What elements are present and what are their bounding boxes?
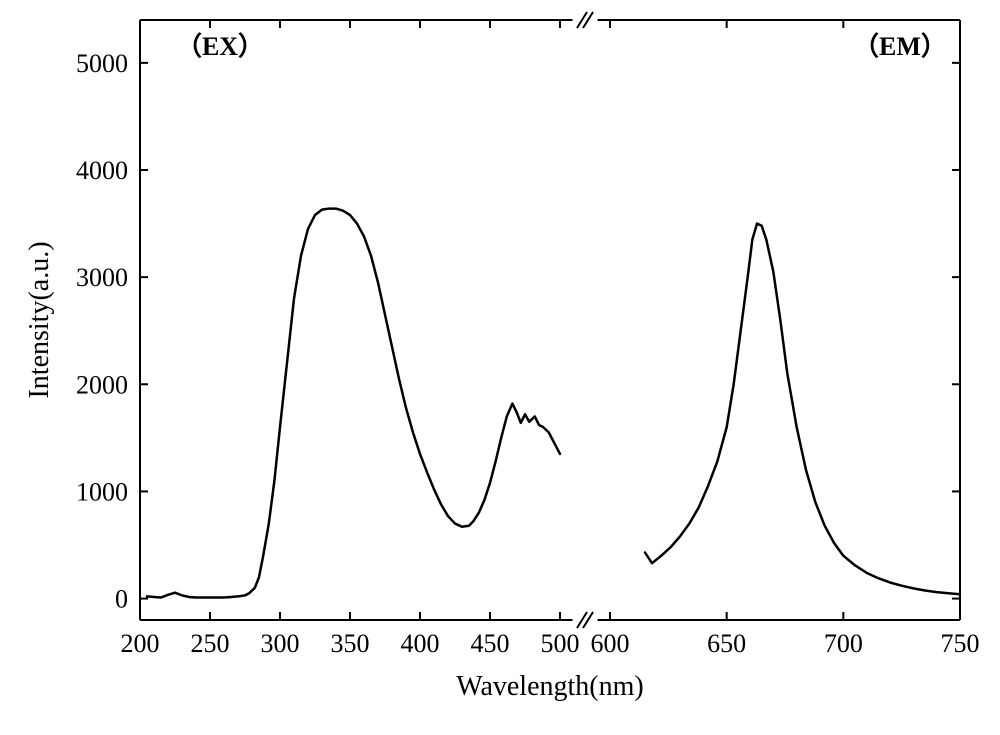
svg-text:350: 350 xyxy=(331,629,370,658)
svg-text:250: 250 xyxy=(191,629,230,658)
spectrum-chart: 200 250 300 350 400 450 500 600 650 700 750 0 1000 20… xyxy=(0,0,1000,735)
svg-text:600: 600 xyxy=(591,629,630,658)
svg-text:4000: 4000 xyxy=(76,156,128,185)
svg-text:1000: 1000 xyxy=(76,477,128,506)
svg-text:650: 650 xyxy=(707,629,746,658)
svg-text:750: 750 xyxy=(941,629,980,658)
svg-text:700: 700 xyxy=(824,629,863,658)
svg-text:5000: 5000 xyxy=(76,49,128,78)
chart-svg: 200 250 300 350 400 450 500 600 650 700 750 0 1000 20… xyxy=(0,0,1000,735)
svg-text:2000: 2000 xyxy=(76,370,128,399)
svg-text:300: 300 xyxy=(261,629,300,658)
svg-text:0: 0 xyxy=(115,585,128,614)
svg-text:500: 500 xyxy=(541,629,580,658)
svg-text:3000: 3000 xyxy=(76,263,128,292)
svg-text:（EM）: （EM） xyxy=(853,32,947,61)
svg-text:400: 400 xyxy=(401,629,440,658)
svg-text:Intensity(a.u.): Intensity(a.u.) xyxy=(24,241,55,398)
svg-text:（EX）: （EX） xyxy=(176,32,264,61)
svg-text:Wavelength(nm): Wavelength(nm) xyxy=(456,671,643,702)
svg-text:200: 200 xyxy=(121,629,160,658)
svg-text:450: 450 xyxy=(471,629,510,658)
